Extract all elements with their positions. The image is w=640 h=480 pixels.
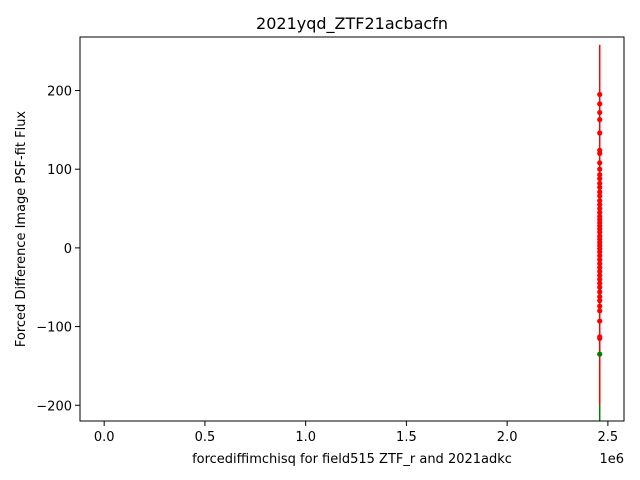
red-data-point (597, 335, 603, 341)
red-data-point (597, 298, 603, 304)
x-axis-label: forcediffimchisq for field515 ZTF_r and … (192, 452, 512, 467)
red-data-point (597, 184, 603, 190)
red-data-point (597, 117, 603, 123)
red-data-point (597, 205, 603, 212)
y-tick-label: 0 (64, 242, 72, 257)
red-data-point (597, 257, 603, 263)
red-data-point (597, 284, 603, 290)
y-axis-label: Forced Difference Image PSF-fit Flux (14, 111, 29, 348)
y-tick-label: −200 (36, 399, 72, 414)
red-data-point (597, 172, 603, 178)
red-data-point (597, 193, 603, 199)
x-tick-label: 0.0 (94, 430, 115, 445)
red-data-point (597, 249, 603, 255)
red-data-point (597, 209, 603, 216)
y-tick-label: −100 (36, 321, 72, 336)
x-tick-label: 2.5 (598, 430, 619, 445)
axes (79, 36, 625, 422)
red-data-point (597, 280, 603, 286)
x-tick-label: 1.5 (396, 430, 417, 445)
red-data-point (597, 272, 603, 279)
red-data-point (597, 198, 603, 204)
red-data-point (597, 264, 603, 271)
red-data-point (597, 253, 603, 259)
x-axis-ticks: 0.0 0.5 1.0 1.5 2.0 2.5 (94, 421, 618, 445)
red-data-point (597, 303, 603, 309)
y-tick-label: 200 (47, 85, 72, 100)
red-data-point (597, 166, 603, 172)
x-tick-label: 1.0 (295, 430, 316, 445)
red-data-point (597, 91, 603, 98)
red-data-point (597, 150, 603, 157)
x-tick-label: 0.5 (195, 430, 216, 445)
red-data-point (597, 109, 603, 116)
plot-area (597, 44, 603, 421)
green-data-point (597, 351, 603, 357)
red-data-point (597, 318, 603, 324)
red-data-point (597, 229, 603, 235)
red-data-point (597, 101, 603, 107)
red-data-point (597, 130, 603, 136)
y-tick-label: 100 (47, 163, 72, 178)
red-data-point (597, 180, 603, 186)
axes-frame (79, 36, 625, 422)
red-data-point (597, 289, 603, 295)
y-axis-ticks: −200 −100 0 100 200 (36, 85, 80, 414)
red-data-point (597, 308, 603, 314)
red-data-point (597, 202, 603, 208)
x-axis-offset-label: 1e6 (599, 452, 624, 467)
chart-title: 2021yqd_ZTF21acbacfn (256, 14, 448, 34)
red-data-point (597, 189, 603, 195)
x-tick-label: 2.0 (497, 430, 518, 445)
red-data-point (597, 268, 603, 275)
red-data-point (597, 294, 603, 300)
red-data-point (597, 176, 603, 182)
red-data-point (597, 160, 603, 166)
red-data-point (597, 276, 603, 282)
red-data-point (597, 261, 603, 267)
